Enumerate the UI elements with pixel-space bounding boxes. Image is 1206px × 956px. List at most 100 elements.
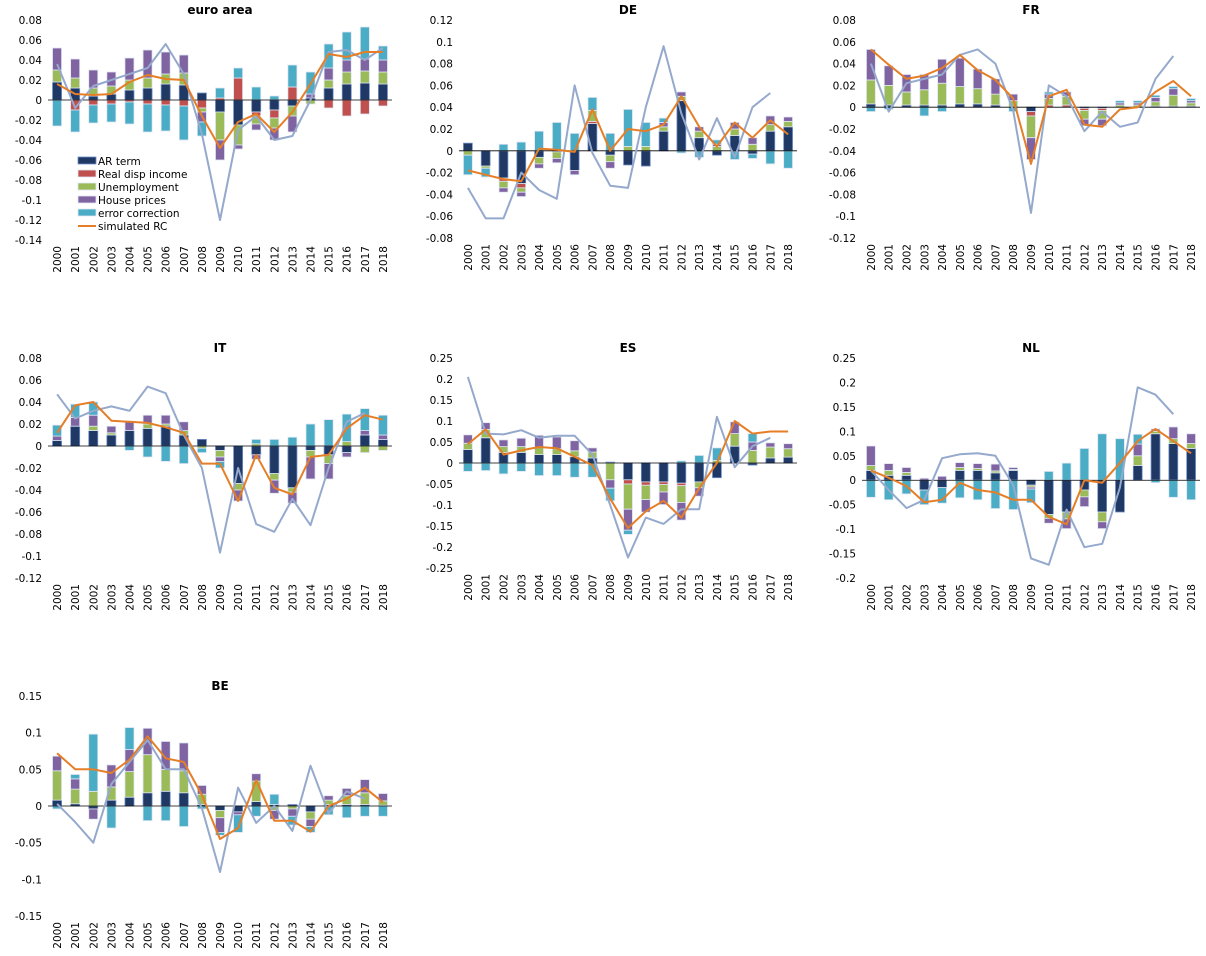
unemployment-bar xyxy=(783,448,793,458)
ar-term-bar xyxy=(196,439,207,447)
error-correction-bar xyxy=(88,104,99,124)
y-tick-label: -0.1 xyxy=(836,211,857,223)
x-tick-label: 2006 xyxy=(161,584,173,611)
error-correction-bar xyxy=(178,805,189,827)
y-tick-label: -0.08 xyxy=(829,189,856,201)
house-prices-bar xyxy=(215,139,225,161)
chart-svg: euro area 0.08 0.06 0.04 0.02 0 -0.02 -0.04 -0.0… xyxy=(15,3,392,273)
ar-term-bar xyxy=(640,150,651,167)
y-tick-label: 0.05 xyxy=(833,451,856,463)
real-disp-income-bar xyxy=(1026,111,1036,117)
house-prices-bar xyxy=(658,491,669,505)
real-disp-income-bar xyxy=(160,99,171,106)
ar-term-bar xyxy=(765,130,776,152)
x-tick-label: 2000 xyxy=(463,244,475,271)
y-tick-label: 0.08 xyxy=(833,15,856,27)
chart-title: DE xyxy=(619,3,637,17)
y-tick-label: 0 xyxy=(35,441,42,453)
y-tick-label: 0 xyxy=(446,458,453,470)
y-tick-label: 0.15 xyxy=(833,402,856,414)
real-disp-income-bar xyxy=(341,99,352,117)
x-tick-label: 2006 xyxy=(973,244,985,271)
unemployment-bar xyxy=(765,446,776,459)
error-correction-bar xyxy=(534,462,544,477)
simulated-rc-line xyxy=(870,48,1192,165)
ar-term-bar xyxy=(972,103,983,108)
ar-term-bar xyxy=(919,479,930,491)
x-tick-label: 2012 xyxy=(676,244,688,271)
x-tick-label: 2002 xyxy=(901,584,913,611)
unemployment-bar xyxy=(269,117,280,129)
unemployment-bar xyxy=(747,143,758,152)
house-prices-bar xyxy=(70,778,81,790)
y-tick-label: -0.12 xyxy=(15,215,42,227)
ar-term-bar xyxy=(694,462,705,483)
x-tick-label: 2003 xyxy=(516,574,528,601)
unemployment-bar xyxy=(747,450,758,464)
chart-title: IT xyxy=(214,341,227,355)
x-tick-label: 2005 xyxy=(143,922,155,949)
y-tick-label: -0.05 xyxy=(15,838,42,850)
unemployment-bar xyxy=(1150,101,1161,107)
house-prices-bar xyxy=(251,123,262,131)
house-prices-bar xyxy=(901,467,912,473)
x-tick-label: 2011 xyxy=(251,246,263,273)
y-tick-label: 0.15 xyxy=(430,395,453,407)
ar-term-bar xyxy=(1168,443,1179,481)
error-correction-bar xyxy=(937,106,947,112)
legend-label: House prices xyxy=(98,195,166,207)
x-tick-label: 2002 xyxy=(88,922,100,949)
house-prices-bar xyxy=(569,440,580,452)
actual-rc-line xyxy=(56,43,384,221)
ar-term-bar xyxy=(251,99,262,113)
y-tick-label: 0.04 xyxy=(19,55,43,67)
house-prices-bar xyxy=(516,437,527,448)
ar-term-bar xyxy=(88,430,99,447)
house-prices-bar xyxy=(378,59,388,73)
x-tick-label: 2006 xyxy=(570,244,582,271)
ar-term-bar xyxy=(142,428,153,447)
error-correction-bar xyxy=(52,424,62,437)
house-prices-bar xyxy=(919,74,930,91)
y-tick-label: 0.02 xyxy=(430,124,453,136)
x-tick-label: 2018 xyxy=(1186,584,1198,611)
ar-term-bar xyxy=(972,470,983,481)
unemployment-bar xyxy=(516,187,527,193)
y-tick-label: -0.06 xyxy=(829,168,856,180)
x-tick-label: 2014 xyxy=(1115,584,1127,611)
ar-term-bar xyxy=(196,92,207,101)
ar-term-bar xyxy=(269,99,280,111)
error-correction-bar xyxy=(1168,479,1179,498)
legend-label: Real disp income xyxy=(98,169,188,181)
house-prices-bar xyxy=(323,795,334,801)
x-tick-label: 2007 xyxy=(179,922,191,949)
error-correction-bar xyxy=(1043,471,1054,481)
unemployment-bar xyxy=(954,86,965,105)
error-correction-bar xyxy=(378,414,388,436)
y-tick-label: -0.25 xyxy=(426,563,453,575)
ar-term-bar xyxy=(658,462,669,483)
ar-term-bar xyxy=(658,130,669,152)
ar-term-bar xyxy=(623,150,633,166)
x-tick-label: 2003 xyxy=(106,584,118,611)
y-tick-label: 0.08 xyxy=(19,353,42,365)
error-correction-bar xyxy=(178,105,189,141)
y-tick-label: 0.1 xyxy=(839,426,856,438)
house-prices-bar xyxy=(70,58,81,79)
ar-term-bar xyxy=(783,126,793,152)
x-tick-label: 2016 xyxy=(748,574,760,601)
error-correction-bar xyxy=(765,150,776,165)
x-tick-label: 2009 xyxy=(623,574,635,601)
unemployment-bar xyxy=(729,433,740,447)
ar-term-bar xyxy=(534,454,544,464)
error-correction-bar xyxy=(160,104,171,132)
error-correction-bar xyxy=(269,439,280,447)
ar-term-bar xyxy=(215,805,225,811)
house-prices-bar xyxy=(359,779,370,794)
error-correction-bar xyxy=(1061,462,1072,481)
x-tick-label: 2004 xyxy=(124,246,136,273)
house-prices-bar xyxy=(1150,96,1161,103)
x-tick-label: 2018 xyxy=(378,584,390,611)
x-tick-label: 2011 xyxy=(251,922,263,949)
error-correction-bar xyxy=(378,805,388,817)
